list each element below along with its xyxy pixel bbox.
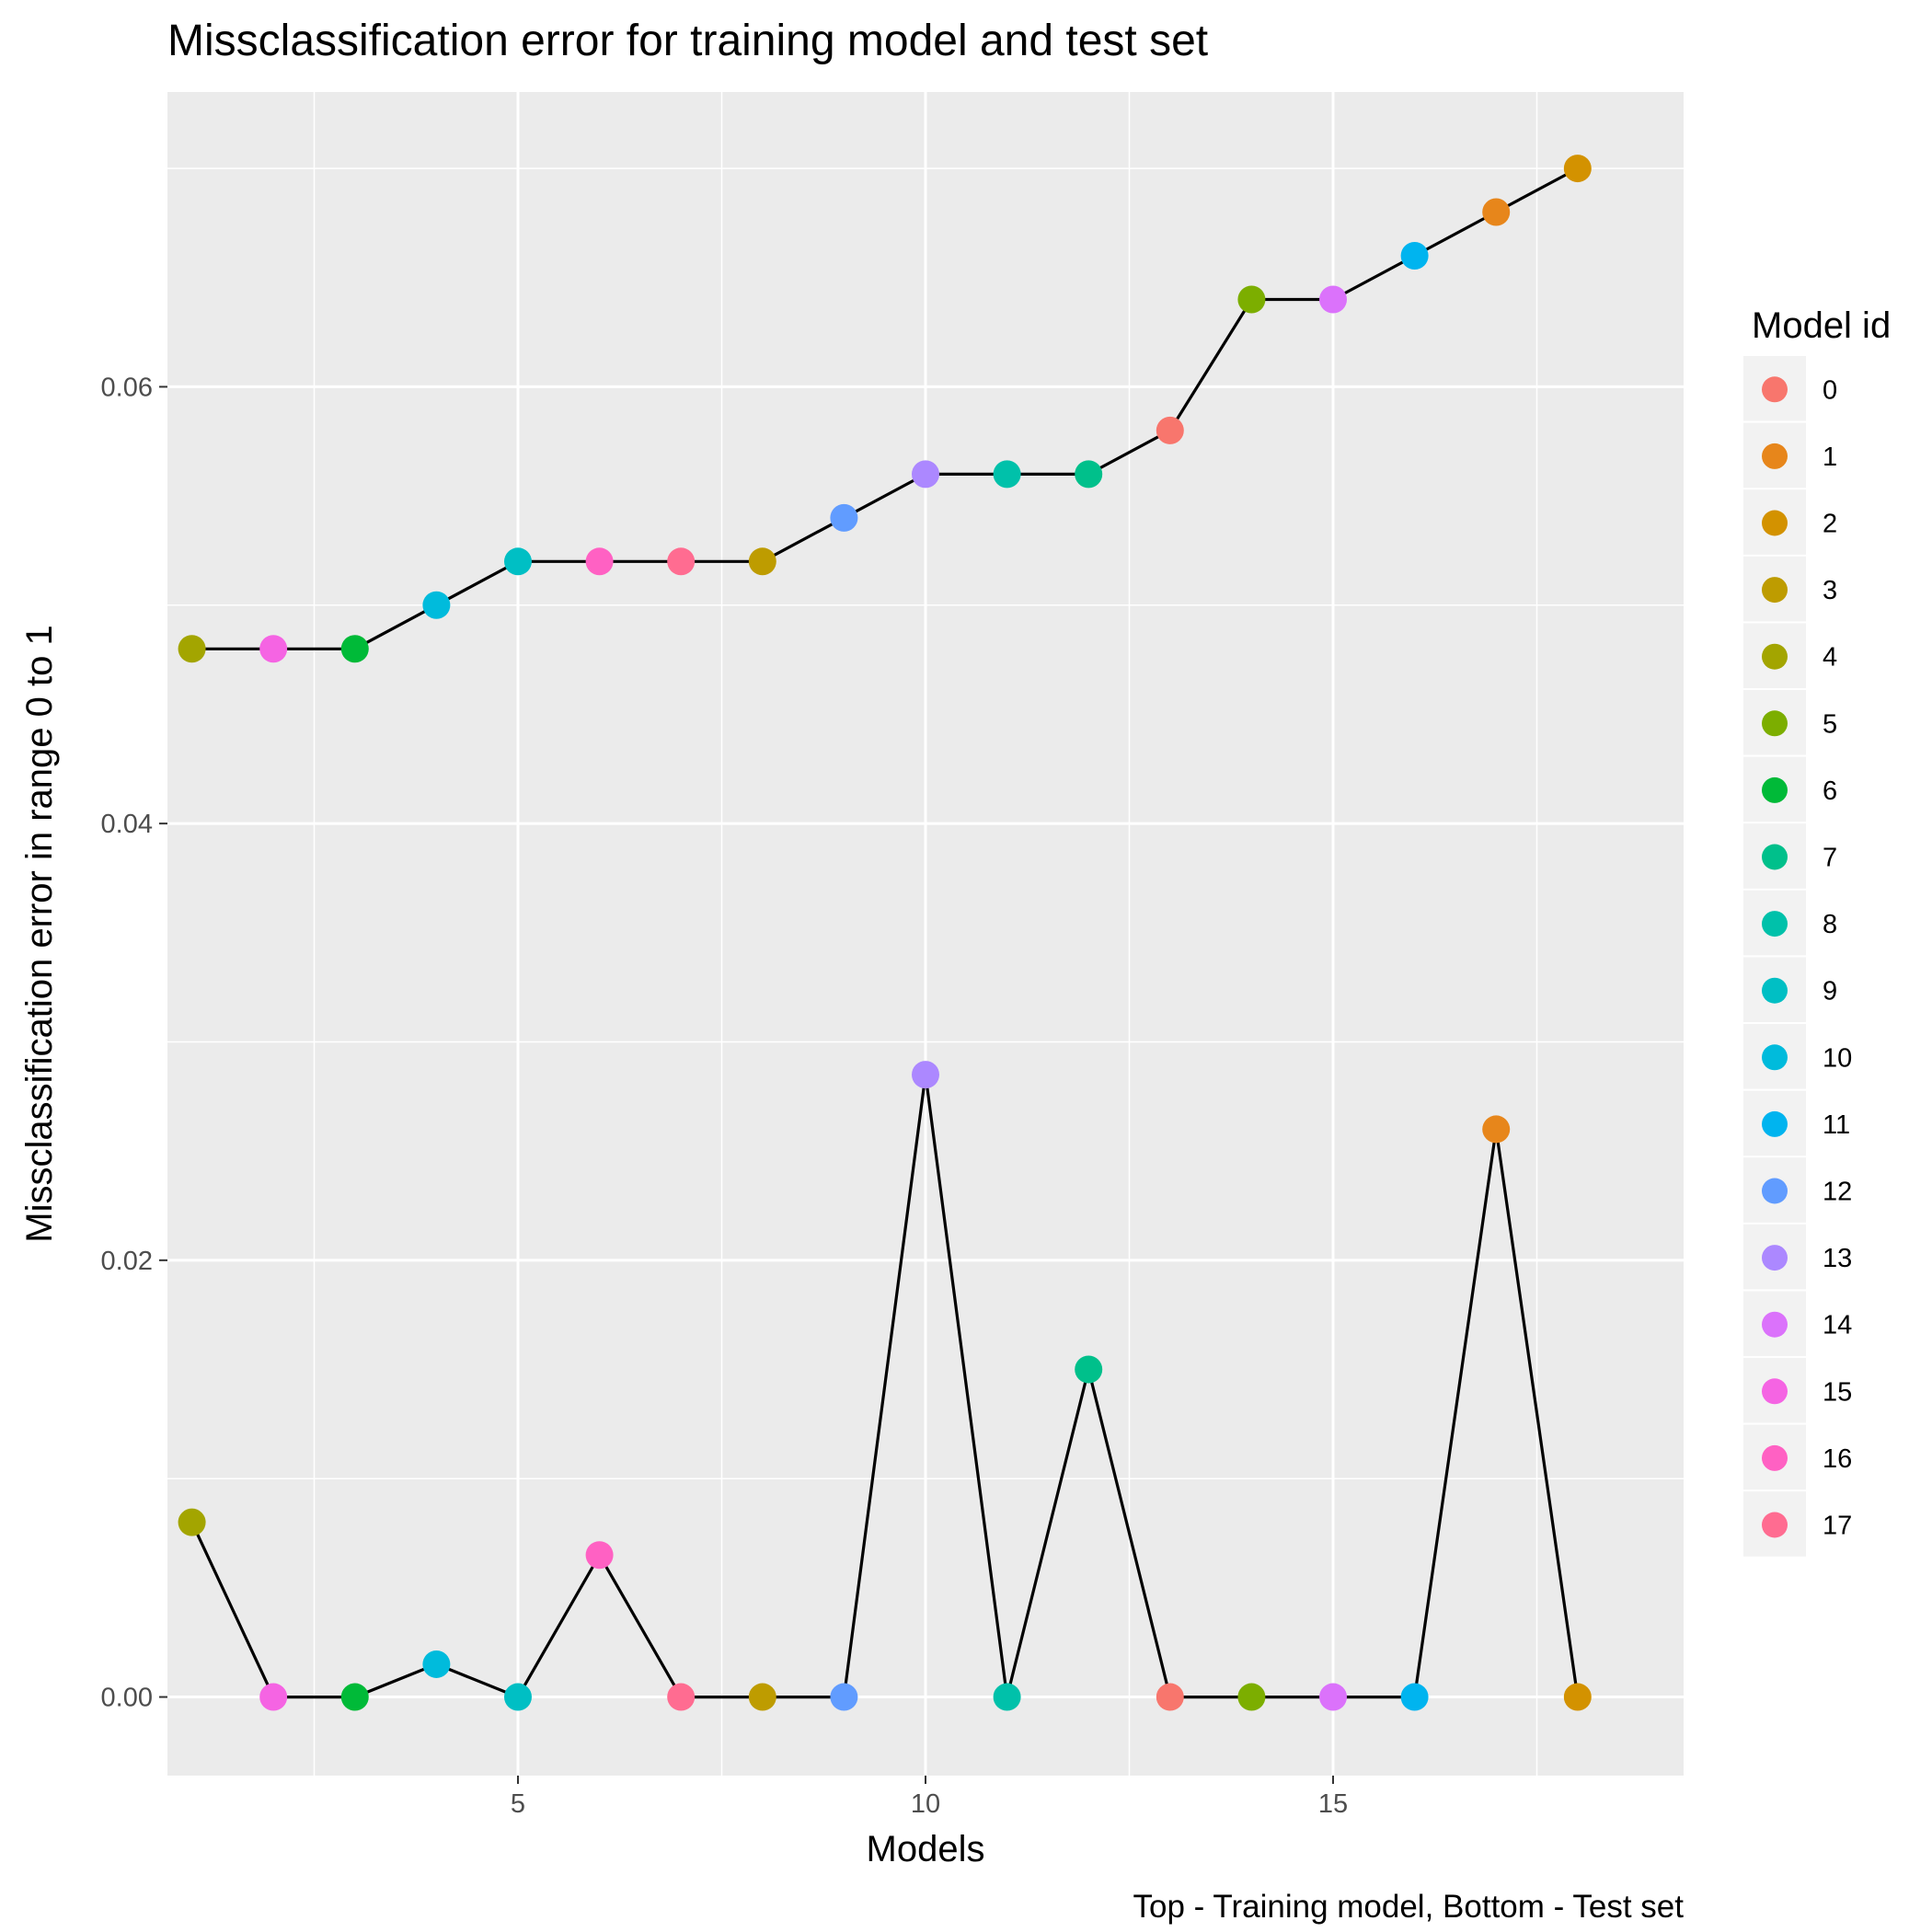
legend-label: 1 bbox=[1823, 443, 1837, 472]
legend-key-dot bbox=[1762, 443, 1788, 469]
legend-key-dot bbox=[1762, 776, 1788, 803]
legend-title: Model id bbox=[1752, 305, 1891, 346]
y-axis-title: Missclassification error in range 0 to 1 bbox=[19, 625, 60, 1242]
x-tick-label: 15 bbox=[1318, 1789, 1348, 1819]
data-point bbox=[503, 547, 532, 576]
data-point bbox=[993, 460, 1021, 489]
data-point bbox=[1319, 285, 1348, 314]
y-tick-label: 0.02 bbox=[101, 1247, 153, 1276]
data-point bbox=[912, 460, 939, 489]
legend-key-dot bbox=[1762, 1178, 1788, 1204]
legend-key-dot bbox=[1762, 376, 1788, 403]
data-point bbox=[340, 635, 369, 663]
legend-label: 12 bbox=[1823, 1178, 1852, 1207]
x-tick-label: 10 bbox=[911, 1789, 940, 1819]
series-line-training bbox=[191, 167, 1579, 650]
legend-label: 11 bbox=[1823, 1110, 1850, 1140]
legend-label: 7 bbox=[1823, 844, 1837, 873]
data-point bbox=[667, 547, 696, 576]
legend-key-dot bbox=[1762, 1378, 1788, 1405]
legend-label: 3 bbox=[1823, 576, 1837, 605]
grid-major bbox=[167, 92, 1684, 1776]
y-tick-label: 0.06 bbox=[101, 373, 153, 402]
x-axis-title: Models bbox=[867, 1829, 985, 1869]
data-point bbox=[259, 635, 288, 663]
data-point bbox=[1482, 1115, 1511, 1144]
legend-label: 16 bbox=[1823, 1444, 1852, 1474]
legend-key-dot bbox=[1762, 1110, 1788, 1137]
data-point bbox=[178, 1508, 206, 1536]
y-tick-label: 0.00 bbox=[101, 1684, 153, 1713]
data-point bbox=[259, 1683, 288, 1711]
legend-key-dot bbox=[1762, 710, 1788, 737]
data-point bbox=[1075, 1355, 1103, 1384]
legend-key-dot bbox=[1762, 1444, 1788, 1471]
data-point bbox=[1482, 198, 1511, 226]
legend-key-dot bbox=[1762, 1311, 1788, 1338]
data-point bbox=[1075, 460, 1103, 489]
legend-key-dot bbox=[1762, 911, 1788, 937]
legend-key-dot bbox=[1762, 643, 1788, 670]
legend-label: 0 bbox=[1823, 375, 1837, 405]
data-point bbox=[1237, 285, 1266, 314]
legend-key-dot bbox=[1762, 1512, 1788, 1538]
legend-key-dot bbox=[1762, 844, 1788, 870]
legend-key-dot bbox=[1762, 577, 1788, 604]
data-point bbox=[1563, 155, 1592, 183]
data-point bbox=[503, 1683, 532, 1711]
legend-label: 17 bbox=[1823, 1512, 1852, 1541]
x-tick-label: 5 bbox=[511, 1789, 525, 1819]
legend-label: 13 bbox=[1823, 1244, 1852, 1273]
data-point bbox=[178, 635, 206, 663]
legend-label: 6 bbox=[1823, 776, 1837, 806]
data-point bbox=[1400, 242, 1429, 270]
data-point bbox=[830, 503, 858, 532]
data-point bbox=[422, 591, 451, 619]
legend-label: 2 bbox=[1823, 510, 1837, 539]
data-point bbox=[1237, 1683, 1266, 1711]
legend-label: 10 bbox=[1823, 1043, 1852, 1073]
data-point bbox=[1156, 1683, 1184, 1711]
data-point bbox=[748, 547, 776, 576]
data-points bbox=[178, 155, 1592, 1711]
legend-label: 8 bbox=[1823, 910, 1837, 939]
y-axis: 0.00 0.02 0.04 0.06 bbox=[101, 373, 167, 1713]
legend-label: 15 bbox=[1823, 1377, 1852, 1407]
data-point bbox=[422, 1650, 451, 1678]
data-point bbox=[993, 1683, 1021, 1711]
y-tick-label: 0.04 bbox=[101, 810, 153, 839]
chart-title: Missclassification error for training mo… bbox=[167, 17, 1208, 65]
data-point bbox=[585, 547, 614, 576]
data-point bbox=[1400, 1683, 1429, 1711]
legend-key-dot bbox=[1762, 1044, 1788, 1071]
data-point bbox=[748, 1683, 776, 1711]
legend-label: 4 bbox=[1823, 643, 1837, 673]
data-point bbox=[585, 1541, 614, 1570]
x-axis: 5 10 15 bbox=[511, 1776, 1348, 1819]
data-point bbox=[912, 1061, 939, 1089]
legend-label: 5 bbox=[1823, 709, 1837, 739]
legend-key-dot bbox=[1762, 1245, 1788, 1271]
data-point bbox=[1563, 1683, 1592, 1711]
legend-label: 14 bbox=[1823, 1311, 1852, 1340]
data-point bbox=[1319, 1683, 1348, 1711]
legend-key-dot bbox=[1762, 510, 1788, 536]
data-point bbox=[830, 1683, 858, 1711]
data-point bbox=[1156, 416, 1184, 444]
chart-caption: Top - Training model, Bottom - Test set bbox=[1133, 1889, 1684, 1925]
legend-label: 9 bbox=[1823, 977, 1837, 1006]
data-point bbox=[667, 1683, 696, 1711]
legend-key-dot bbox=[1762, 977, 1788, 1004]
data-point bbox=[340, 1683, 369, 1711]
